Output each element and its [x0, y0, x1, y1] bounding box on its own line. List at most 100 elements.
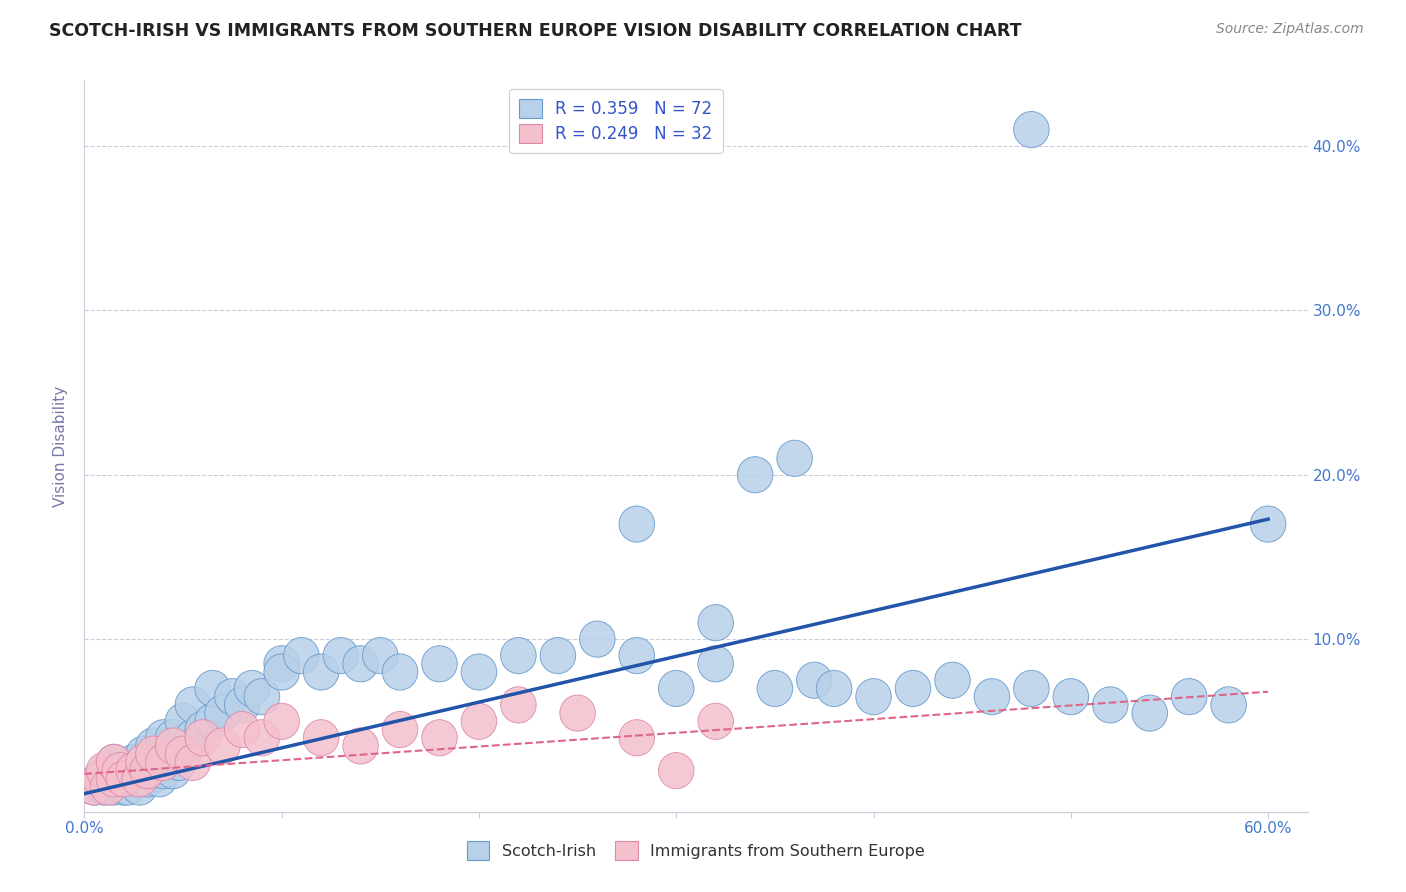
Ellipse shape [658, 753, 695, 789]
Ellipse shape [129, 753, 166, 789]
Ellipse shape [697, 703, 734, 739]
Ellipse shape [501, 638, 536, 673]
Ellipse shape [96, 744, 132, 780]
Ellipse shape [176, 720, 211, 756]
Ellipse shape [90, 753, 125, 789]
Ellipse shape [264, 646, 299, 681]
Ellipse shape [156, 753, 191, 789]
Ellipse shape [1250, 506, 1286, 542]
Ellipse shape [304, 654, 339, 690]
Ellipse shape [176, 687, 211, 723]
Text: 60.0%: 60.0% [1244, 822, 1292, 836]
Ellipse shape [461, 703, 496, 739]
Ellipse shape [135, 728, 172, 764]
Ellipse shape [103, 761, 138, 797]
Ellipse shape [758, 671, 793, 706]
Ellipse shape [205, 695, 240, 731]
Ellipse shape [83, 761, 118, 797]
Ellipse shape [343, 728, 378, 764]
Ellipse shape [146, 744, 181, 780]
Ellipse shape [122, 769, 157, 805]
Ellipse shape [146, 720, 181, 756]
Ellipse shape [76, 769, 112, 805]
Ellipse shape [560, 695, 595, 731]
Ellipse shape [76, 769, 112, 805]
Ellipse shape [135, 736, 172, 772]
Ellipse shape [86, 753, 122, 789]
Ellipse shape [284, 638, 319, 673]
Ellipse shape [225, 687, 260, 723]
Text: Source: ZipAtlas.com: Source: ZipAtlas.com [1216, 22, 1364, 37]
Ellipse shape [122, 761, 157, 797]
Ellipse shape [195, 671, 231, 706]
Ellipse shape [105, 761, 142, 797]
Ellipse shape [697, 605, 734, 640]
Ellipse shape [149, 744, 186, 780]
Ellipse shape [146, 753, 181, 789]
Ellipse shape [264, 654, 299, 690]
Ellipse shape [382, 654, 418, 690]
Ellipse shape [579, 621, 614, 657]
Ellipse shape [86, 769, 122, 805]
Ellipse shape [935, 662, 970, 698]
Ellipse shape [90, 769, 125, 805]
Ellipse shape [896, 671, 931, 706]
Ellipse shape [125, 744, 162, 780]
Ellipse shape [619, 506, 655, 542]
Ellipse shape [1014, 112, 1049, 148]
Ellipse shape [83, 761, 118, 797]
Ellipse shape [96, 769, 132, 805]
Ellipse shape [105, 753, 142, 789]
Ellipse shape [323, 638, 359, 673]
Text: 0.0%: 0.0% [65, 822, 104, 836]
Ellipse shape [142, 761, 177, 797]
Ellipse shape [1132, 695, 1167, 731]
Ellipse shape [96, 761, 132, 797]
Ellipse shape [245, 679, 280, 714]
Ellipse shape [129, 761, 166, 797]
Text: SCOTCH-IRISH VS IMMIGRANTS FROM SOUTHERN EUROPE VISION DISABILITY CORRELATION CH: SCOTCH-IRISH VS IMMIGRANTS FROM SOUTHERN… [49, 22, 1022, 40]
Ellipse shape [1053, 679, 1088, 714]
Ellipse shape [166, 736, 201, 772]
Ellipse shape [817, 671, 852, 706]
Ellipse shape [105, 769, 142, 805]
Ellipse shape [135, 753, 172, 789]
Ellipse shape [186, 712, 221, 747]
Ellipse shape [186, 720, 221, 756]
Ellipse shape [110, 769, 146, 805]
Ellipse shape [856, 679, 891, 714]
Ellipse shape [166, 736, 201, 772]
Ellipse shape [697, 646, 734, 681]
Ellipse shape [1211, 687, 1247, 723]
Ellipse shape [115, 761, 152, 797]
Ellipse shape [363, 638, 398, 673]
Ellipse shape [304, 720, 339, 756]
Ellipse shape [115, 744, 152, 780]
Ellipse shape [96, 744, 132, 780]
Ellipse shape [103, 753, 138, 789]
Ellipse shape [156, 728, 191, 764]
Ellipse shape [974, 679, 1010, 714]
Ellipse shape [125, 736, 162, 772]
Ellipse shape [797, 662, 832, 698]
Legend: Scotch-Irish, Immigrants from Southern Europe: Scotch-Irish, Immigrants from Southern E… [460, 835, 932, 866]
Ellipse shape [658, 671, 695, 706]
Ellipse shape [166, 703, 201, 739]
Ellipse shape [540, 638, 575, 673]
Ellipse shape [162, 744, 197, 780]
Ellipse shape [205, 728, 240, 764]
Ellipse shape [225, 712, 260, 747]
Ellipse shape [1171, 679, 1206, 714]
Ellipse shape [195, 703, 231, 739]
Y-axis label: Vision Disability: Vision Disability [53, 385, 69, 507]
Ellipse shape [343, 646, 378, 681]
Ellipse shape [461, 654, 496, 690]
Ellipse shape [1014, 671, 1049, 706]
Ellipse shape [778, 441, 813, 476]
Ellipse shape [619, 720, 655, 756]
Ellipse shape [215, 679, 250, 714]
Ellipse shape [115, 753, 152, 789]
Ellipse shape [245, 720, 280, 756]
Ellipse shape [422, 646, 457, 681]
Ellipse shape [235, 671, 270, 706]
